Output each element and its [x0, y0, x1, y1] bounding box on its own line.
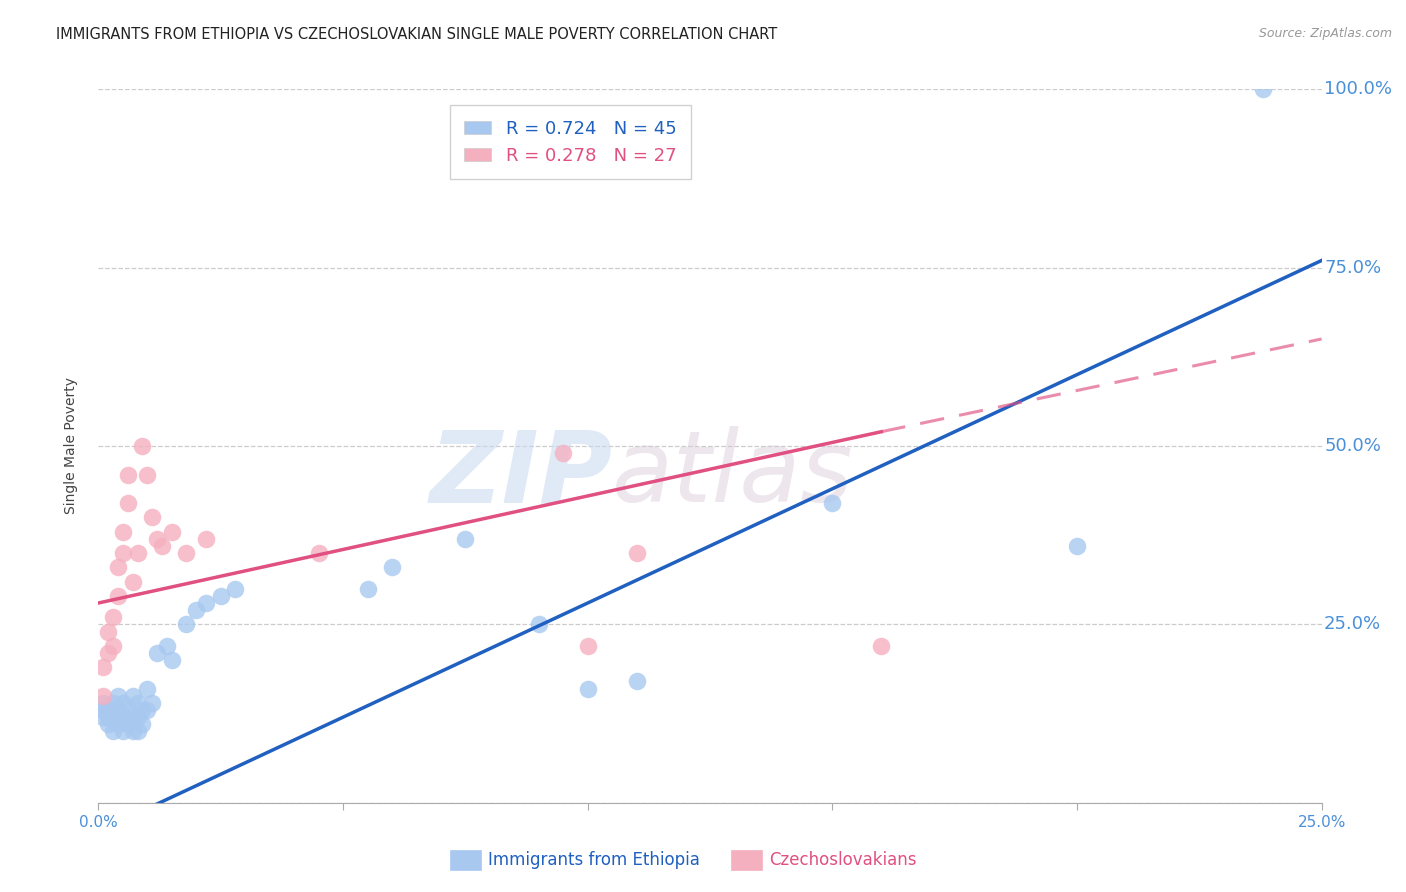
- Point: [111, 696, 134, 710]
- Point: [97, 710, 120, 724]
- Point: [127, 724, 149, 739]
- Point: [1066, 539, 1088, 553]
- Point: [136, 681, 159, 696]
- Point: [454, 532, 477, 546]
- Point: [111, 546, 134, 560]
- Point: [141, 696, 163, 710]
- Point: [97, 717, 120, 731]
- Point: [121, 724, 143, 739]
- Point: [101, 696, 124, 710]
- Point: [91, 710, 114, 724]
- Legend: R = 0.724   N = 45, R = 0.278   N = 27: R = 0.724 N = 45, R = 0.278 N = 27: [450, 105, 692, 179]
- Point: [141, 510, 163, 524]
- Point: [111, 524, 134, 539]
- Point: [111, 724, 134, 739]
- Point: [381, 560, 404, 574]
- Point: [176, 546, 198, 560]
- Point: [146, 532, 169, 546]
- Point: [97, 703, 120, 717]
- Point: [195, 596, 218, 610]
- Point: [107, 703, 129, 717]
- Point: [117, 717, 139, 731]
- Point: [576, 639, 599, 653]
- Point: [156, 639, 179, 653]
- Point: [308, 546, 330, 560]
- Point: [821, 496, 844, 510]
- Point: [527, 617, 550, 632]
- Point: [127, 696, 149, 710]
- Point: [117, 703, 139, 717]
- Point: [121, 574, 143, 589]
- Point: [107, 717, 129, 731]
- Point: [136, 467, 159, 482]
- Point: [127, 710, 149, 724]
- Point: [186, 603, 208, 617]
- Text: atlas: atlas: [612, 426, 853, 523]
- Point: [150, 539, 173, 553]
- Point: [101, 710, 124, 724]
- Text: Source: ZipAtlas.com: Source: ZipAtlas.com: [1258, 27, 1392, 40]
- Point: [176, 617, 198, 632]
- Point: [127, 546, 149, 560]
- Point: [576, 681, 599, 696]
- Text: IMMIGRANTS FROM ETHIOPIA VS CZECHOSLOVAKIAN SINGLE MALE POVERTY CORRELATION CHAR: IMMIGRANTS FROM ETHIOPIA VS CZECHOSLOVAK…: [56, 27, 778, 42]
- Point: [626, 674, 648, 689]
- Point: [626, 546, 648, 560]
- Point: [101, 724, 124, 739]
- Point: [97, 646, 120, 660]
- Y-axis label: Single Male Poverty: Single Male Poverty: [63, 377, 77, 515]
- Point: [356, 582, 378, 596]
- Point: [131, 717, 153, 731]
- Text: 25.0%: 25.0%: [1324, 615, 1381, 633]
- Point: [91, 689, 114, 703]
- Point: [224, 582, 246, 596]
- Point: [131, 439, 153, 453]
- Point: [136, 703, 159, 717]
- Point: [111, 710, 134, 724]
- Point: [101, 610, 124, 624]
- Point: [101, 639, 124, 653]
- Point: [117, 496, 139, 510]
- Point: [1251, 82, 1274, 96]
- Text: ZIP: ZIP: [429, 426, 612, 523]
- Point: [91, 696, 114, 710]
- Point: [121, 710, 143, 724]
- Point: [209, 589, 232, 603]
- Point: [131, 703, 153, 717]
- Point: [107, 689, 129, 703]
- Point: [97, 624, 120, 639]
- Point: [160, 653, 183, 667]
- Point: [107, 589, 129, 603]
- Point: [107, 560, 129, 574]
- Point: [121, 689, 143, 703]
- Text: 100.0%: 100.0%: [1324, 80, 1392, 98]
- Point: [160, 524, 183, 539]
- Text: Czechoslovakians: Czechoslovakians: [769, 851, 917, 869]
- Point: [91, 703, 114, 717]
- Point: [91, 660, 114, 674]
- Point: [870, 639, 893, 653]
- Text: 50.0%: 50.0%: [1324, 437, 1381, 455]
- Point: [117, 467, 139, 482]
- Text: Immigrants from Ethiopia: Immigrants from Ethiopia: [488, 851, 700, 869]
- Text: 75.0%: 75.0%: [1324, 259, 1381, 277]
- Point: [146, 646, 169, 660]
- Point: [195, 532, 218, 546]
- Point: [553, 446, 575, 460]
